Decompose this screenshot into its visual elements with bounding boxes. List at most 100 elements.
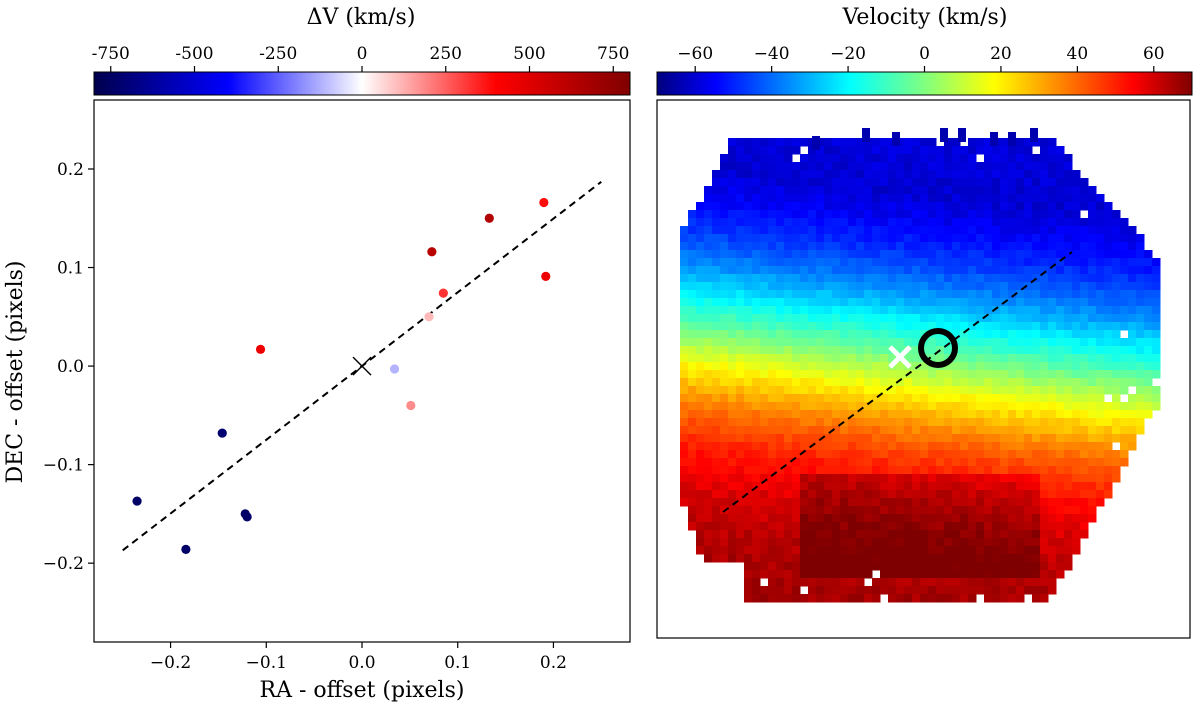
velocity-pixel bbox=[1008, 538, 1017, 547]
velocity-pixel bbox=[944, 306, 953, 315]
velocity-pixel bbox=[720, 538, 729, 547]
velocity-pixel bbox=[688, 442, 697, 451]
velocity-pixel bbox=[864, 546, 873, 555]
velocity-pixel bbox=[976, 442, 985, 451]
velocity-pixel bbox=[1024, 314, 1033, 323]
velocity-pixel bbox=[872, 530, 881, 539]
velocity-pixel bbox=[992, 266, 1001, 275]
velocity-pixel bbox=[952, 170, 961, 179]
velocity-pixel bbox=[904, 162, 913, 171]
velocity-pixel bbox=[960, 466, 969, 475]
velocity-pixel bbox=[752, 578, 761, 587]
velocity-pixel bbox=[1144, 314, 1153, 323]
velocity-pixel bbox=[776, 266, 785, 275]
velocity-pixel bbox=[712, 514, 721, 523]
velocity-pixel bbox=[816, 530, 825, 539]
velocity-pixel bbox=[848, 218, 857, 227]
velocity-pixel bbox=[1104, 442, 1113, 451]
velocity-pixel bbox=[832, 146, 841, 155]
velocity-pixel bbox=[904, 410, 913, 419]
velocity-pixel bbox=[752, 474, 761, 483]
velocity-pixel bbox=[704, 242, 713, 251]
velocity-pixel bbox=[1032, 218, 1041, 227]
velocity-pixel bbox=[968, 258, 977, 267]
velocity-pixel bbox=[744, 482, 753, 491]
velocity-pixel bbox=[984, 186, 993, 195]
velocity-pixel bbox=[840, 426, 849, 435]
velocity-pixel bbox=[752, 530, 761, 539]
velocity-pixel bbox=[824, 498, 833, 507]
velocity-pixel bbox=[856, 474, 865, 483]
velocity-pixel bbox=[744, 458, 753, 467]
velocity-pixel bbox=[920, 138, 929, 147]
velocity-pixel bbox=[1112, 290, 1121, 299]
velocity-pixel bbox=[720, 170, 729, 179]
velocity-pixel bbox=[976, 322, 985, 331]
velocity-pixel bbox=[1072, 442, 1081, 451]
velocity-pixel bbox=[1144, 298, 1153, 307]
velocity-pixel bbox=[704, 498, 713, 507]
velocity-pixel bbox=[1144, 266, 1153, 275]
velocity-pixel bbox=[968, 290, 977, 299]
velocity-pixel bbox=[840, 146, 849, 155]
velocity-pixel bbox=[856, 410, 865, 419]
velocity-pixel bbox=[696, 386, 705, 395]
velocity-pixel bbox=[984, 154, 993, 163]
velocity-pixel bbox=[920, 466, 929, 475]
velocity-pixel bbox=[1064, 490, 1073, 499]
velocity-pixel bbox=[856, 426, 865, 435]
velocity-pixel bbox=[976, 426, 985, 435]
velocity-pixel bbox=[1096, 298, 1105, 307]
velocity-pixel bbox=[912, 426, 921, 435]
velocity-pixel bbox=[760, 442, 769, 451]
velocity-pixel bbox=[1048, 234, 1057, 243]
velocity-pixel bbox=[720, 394, 729, 403]
velocity-pixel bbox=[800, 554, 809, 563]
velocity-pixel bbox=[968, 538, 977, 547]
velocity-pixel bbox=[872, 170, 881, 179]
velocity-pixel bbox=[952, 522, 961, 531]
velocity-pixel bbox=[1144, 338, 1153, 347]
velocity-pixel bbox=[1080, 410, 1089, 419]
velocity-pixel bbox=[760, 290, 769, 299]
velocity-pixel bbox=[1088, 194, 1097, 203]
velocity-pixel bbox=[848, 274, 857, 283]
velocity-pixel bbox=[784, 554, 793, 563]
velocity-pixel bbox=[1056, 434, 1065, 443]
velocity-pixel bbox=[840, 218, 849, 227]
velocity-pixel bbox=[824, 346, 833, 355]
velocity-pixel bbox=[1072, 226, 1081, 235]
y-tick-label: −0.1 bbox=[43, 456, 84, 476]
velocity-pixel bbox=[960, 266, 969, 275]
velocity-pixel bbox=[952, 258, 961, 267]
velocity-pixel bbox=[1008, 314, 1017, 323]
velocity-pixel bbox=[1032, 162, 1041, 171]
velocity-pixel bbox=[888, 226, 897, 235]
velocity-pixel bbox=[832, 322, 841, 331]
velocity-pixel bbox=[824, 370, 833, 379]
velocity-pixel bbox=[952, 186, 961, 195]
velocity-pixel bbox=[960, 410, 969, 419]
velocity-pixel bbox=[848, 330, 857, 339]
velocity-pixel bbox=[736, 194, 745, 203]
velocity-pixel bbox=[744, 522, 753, 531]
x-tick-label: 0.2 bbox=[540, 653, 567, 673]
velocity-pixel bbox=[928, 466, 937, 475]
velocity-pixel bbox=[720, 330, 729, 339]
velocity-pixel bbox=[1000, 594, 1009, 603]
velocity-pixel bbox=[1032, 418, 1041, 427]
velocity-pixel bbox=[920, 442, 929, 451]
scatter-ticks: −0.2 −0.1 0.0 0.1 0.2−0.2−0.10.00.10.2 bbox=[43, 160, 567, 673]
velocity-pixel bbox=[712, 378, 721, 387]
velocity-pixel bbox=[840, 506, 849, 515]
velocity-pixel bbox=[856, 274, 865, 283]
velocity-pixel bbox=[1000, 418, 1009, 427]
velocity-pixel bbox=[880, 274, 889, 283]
velocity-pixel bbox=[928, 162, 937, 171]
velocity-pixel bbox=[1136, 242, 1145, 251]
velocity-pixel bbox=[720, 162, 729, 171]
velocity-pixel bbox=[992, 194, 1001, 203]
velocity-pixel bbox=[1104, 202, 1113, 211]
velocity-pixel bbox=[976, 466, 985, 475]
velocity-pixel bbox=[1104, 362, 1113, 371]
